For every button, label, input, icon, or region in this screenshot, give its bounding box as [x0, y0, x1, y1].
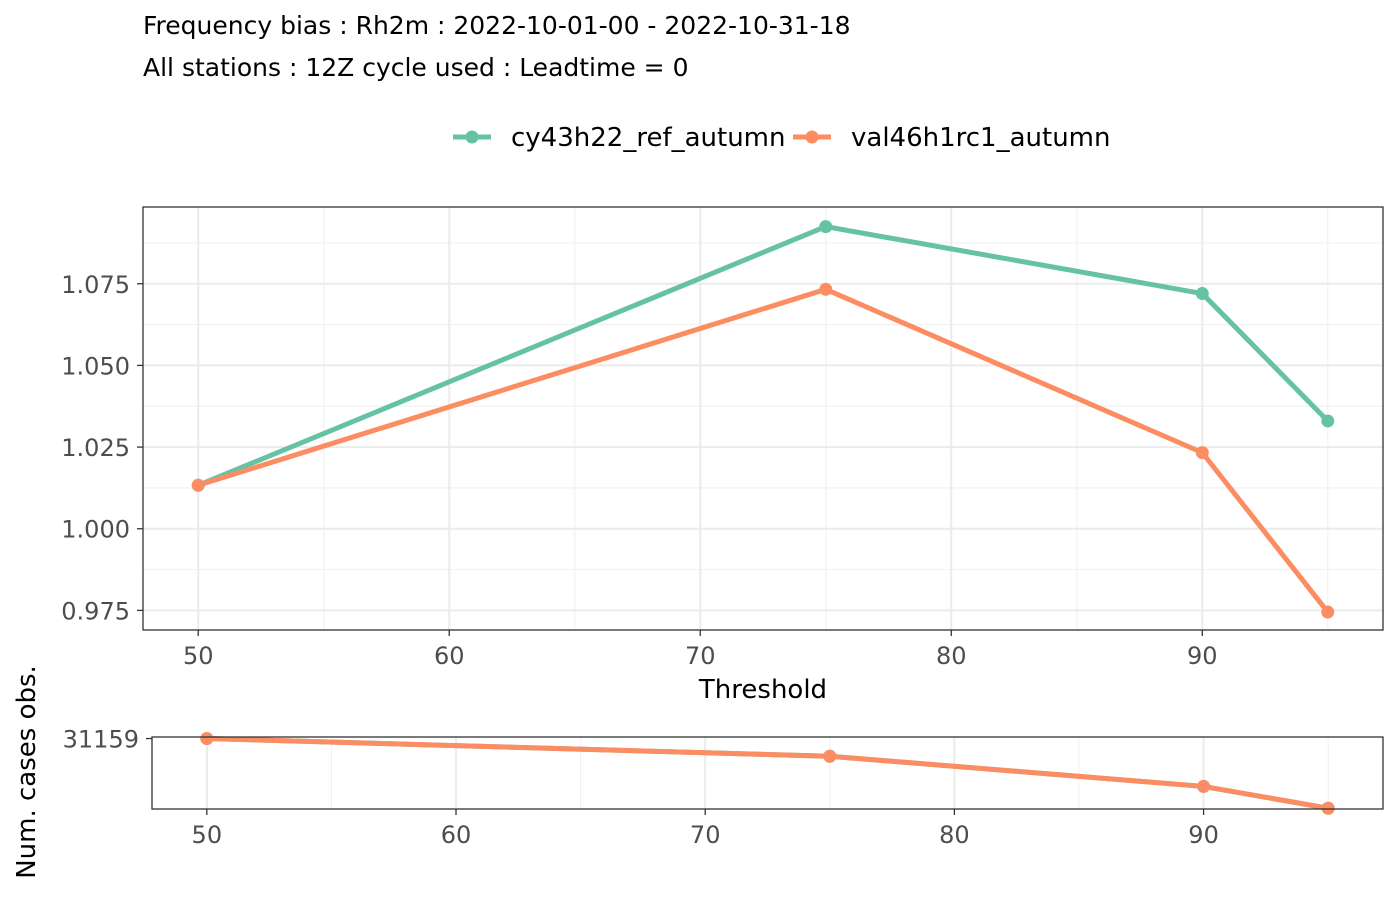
x-tick-label: 70 — [685, 642, 716, 670]
cases-plot-panel: 50 60 70 80 90 31159 — [63, 726, 1384, 849]
legend-key-point — [465, 130, 479, 144]
y-tick-label: 31159 — [63, 726, 139, 754]
x-tick-label: 90 — [1188, 821, 1219, 849]
legend-label: val46h1rc1_autumn — [851, 123, 1111, 153]
y-tick-label: 1.075 — [61, 271, 130, 299]
legend-key-point — [805, 130, 819, 144]
main-plot-panel: 50 60 70 80 90 0.975 1.000 1.025 1.050 1.075 — [61, 206, 1384, 670]
data-point-val46h1rc1_autumn — [200, 732, 214, 746]
y-tick-label: 1.025 — [61, 434, 130, 462]
data-point-val46h1rc1_autumn — [191, 478, 205, 492]
data-point-val46h1rc1_autumn — [1195, 446, 1209, 460]
x-tick-label: 60 — [434, 642, 465, 670]
legend: cy43h22_ref_autumn val46h1rc1_autumn — [453, 123, 1111, 153]
data-point-val46h1rc1_autumn — [823, 749, 837, 763]
data-point-val46h1rc1_autumn — [1321, 801, 1335, 815]
y-axis-title-cases: Num. cases obs. — [12, 665, 42, 879]
data-point-val46h1rc1_autumn — [819, 282, 833, 296]
x-axis-title: Threshold — [698, 675, 827, 705]
x-tick-label: 70 — [690, 821, 721, 849]
y-tick-label: 1.050 — [61, 352, 130, 380]
x-tick-label: 50 — [183, 642, 214, 670]
x-tick-label: 80 — [939, 821, 970, 849]
chart-subtitle: All stations : 12Z cycle used : Leadtime… — [143, 53, 688, 82]
panel-border — [142, 206, 1384, 631]
panel-border — [151, 736, 1384, 810]
x-tick-label: 50 — [192, 821, 223, 849]
x-tick-label: 80 — [936, 642, 967, 670]
series-line-cy43h22_ref_autumn — [197, 224, 1330, 488]
data-point-val46h1rc1_autumn — [1321, 605, 1335, 619]
chart-title: Frequency bias : Rh2m : 2022-10-01-00 - … — [143, 11, 851, 40]
legend-label: cy43h22_ref_autumn — [511, 123, 786, 153]
x-tick-label: 60 — [441, 821, 472, 849]
y-tick-label: 1.000 — [61, 516, 130, 544]
series-line-val46h1rc1_autumn — [197, 286, 1330, 614]
y-tick-label: 0.975 — [61, 597, 130, 625]
data-point-cy43h22_ref_autumn — [819, 220, 833, 234]
x-tick-label: 90 — [1187, 642, 1218, 670]
series-line-val46h1rc1_autumn — [206, 736, 1329, 811]
data-point-cy43h22_ref_autumn — [1321, 414, 1335, 428]
data-point-cy43h22_ref_autumn — [1195, 287, 1209, 301]
series-line-cy43h22_ref_autumn — [206, 736, 1329, 811]
data-point-val46h1rc1_autumn — [1197, 779, 1211, 793]
